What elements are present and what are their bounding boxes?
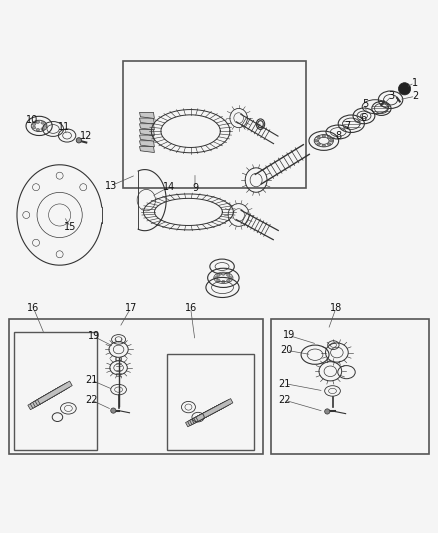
Ellipse shape: [229, 277, 232, 279]
Text: 19: 19: [88, 332, 100, 341]
Text: 2: 2: [412, 91, 419, 101]
Polygon shape: [140, 135, 154, 141]
Polygon shape: [196, 399, 233, 421]
Ellipse shape: [327, 136, 331, 139]
Text: 16: 16: [27, 303, 39, 313]
Ellipse shape: [325, 409, 330, 414]
Polygon shape: [28, 386, 63, 410]
Text: 22: 22: [85, 395, 98, 405]
Bar: [123, 61, 306, 188]
Ellipse shape: [32, 123, 36, 125]
Text: 6: 6: [360, 113, 366, 123]
Text: 22: 22: [278, 395, 291, 405]
Ellipse shape: [36, 128, 39, 131]
Ellipse shape: [322, 135, 325, 138]
Ellipse shape: [76, 138, 81, 143]
Polygon shape: [140, 112, 154, 118]
Ellipse shape: [327, 143, 331, 146]
Polygon shape: [33, 384, 67, 407]
Ellipse shape: [111, 408, 116, 413]
Ellipse shape: [222, 272, 225, 275]
Ellipse shape: [36, 121, 39, 124]
Text: 8: 8: [335, 131, 341, 141]
Ellipse shape: [222, 280, 225, 283]
Polygon shape: [35, 383, 70, 406]
Text: 11: 11: [58, 122, 70, 132]
Text: 5: 5: [362, 99, 368, 109]
Text: 21: 21: [85, 375, 97, 385]
Ellipse shape: [329, 140, 333, 142]
Bar: [166, 354, 254, 450]
Text: 7: 7: [345, 121, 351, 131]
Text: 3: 3: [389, 91, 395, 101]
Bar: [14, 332, 97, 450]
Ellipse shape: [41, 122, 44, 124]
Ellipse shape: [43, 125, 46, 127]
Polygon shape: [140, 118, 154, 124]
Polygon shape: [140, 124, 154, 130]
Ellipse shape: [226, 274, 230, 277]
Text: 13: 13: [105, 181, 117, 191]
Ellipse shape: [317, 143, 320, 146]
Ellipse shape: [314, 140, 318, 142]
Polygon shape: [194, 400, 231, 422]
Text: 20: 20: [280, 345, 293, 356]
Bar: [10, 319, 263, 454]
Polygon shape: [38, 381, 72, 404]
Ellipse shape: [226, 279, 230, 282]
Text: 12: 12: [80, 131, 92, 141]
Polygon shape: [190, 402, 226, 425]
Polygon shape: [140, 141, 154, 147]
Ellipse shape: [322, 144, 325, 147]
Polygon shape: [140, 130, 154, 135]
Text: 17: 17: [125, 303, 137, 313]
Text: 1: 1: [412, 78, 418, 88]
Ellipse shape: [217, 274, 220, 277]
Text: 19: 19: [283, 330, 295, 341]
Ellipse shape: [217, 279, 220, 282]
Text: 15: 15: [64, 222, 77, 232]
Text: 16: 16: [184, 303, 197, 313]
Ellipse shape: [215, 277, 218, 279]
Text: 10: 10: [26, 115, 38, 125]
Text: 18: 18: [330, 303, 342, 313]
Text: 21: 21: [278, 378, 291, 389]
Polygon shape: [186, 404, 223, 427]
Polygon shape: [140, 147, 154, 152]
Text: 14: 14: [162, 182, 175, 192]
Polygon shape: [187, 403, 225, 426]
Ellipse shape: [41, 128, 44, 130]
Ellipse shape: [399, 83, 411, 95]
Text: 9: 9: [192, 183, 198, 193]
Ellipse shape: [32, 126, 36, 129]
Polygon shape: [192, 401, 229, 424]
Ellipse shape: [317, 136, 320, 139]
Bar: [272, 319, 428, 454]
Polygon shape: [30, 385, 65, 408]
